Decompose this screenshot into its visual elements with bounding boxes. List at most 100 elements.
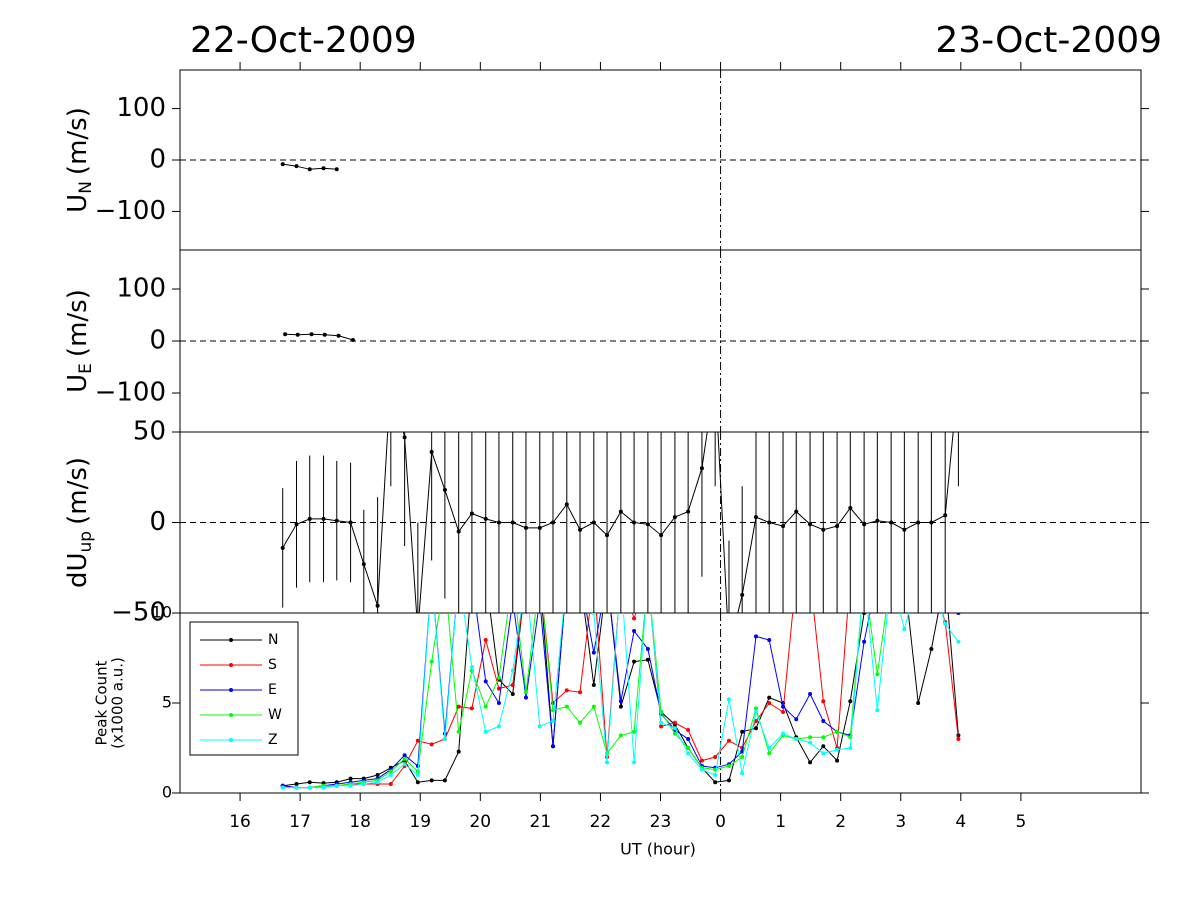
point <box>550 744 555 749</box>
x-tick-label: 4 <box>955 812 966 832</box>
x-tick-label: 20 <box>469 812 491 832</box>
point <box>550 520 555 525</box>
point <box>821 699 826 704</box>
y-tick-label: −50 <box>111 598 166 628</box>
point <box>645 657 650 662</box>
point <box>496 686 501 691</box>
point <box>402 756 407 761</box>
point <box>348 783 353 788</box>
point <box>821 527 826 532</box>
y-tick-label: 5 <box>162 693 172 712</box>
point <box>713 780 718 785</box>
point <box>956 737 961 741</box>
legend-marker <box>229 713 233 717</box>
point <box>889 520 894 525</box>
point <box>280 785 285 790</box>
point <box>334 783 339 788</box>
point <box>632 629 637 633</box>
legend-marker <box>229 663 233 667</box>
point <box>294 164 299 169</box>
plot-area <box>280 162 339 172</box>
y-axis-label: Peak Count <box>93 660 111 745</box>
point <box>781 731 786 736</box>
point <box>808 522 813 527</box>
point <box>388 769 393 774</box>
point <box>564 704 569 709</box>
point <box>794 509 799 514</box>
point <box>348 520 353 525</box>
point <box>442 778 447 783</box>
x-tick-label: 1 <box>775 812 786 832</box>
point <box>430 575 434 579</box>
plot-area <box>280 432 959 613</box>
point <box>835 747 840 752</box>
point <box>496 724 501 729</box>
y-tick-label: 0 <box>162 783 172 802</box>
point <box>875 708 880 713</box>
point <box>307 785 312 790</box>
point <box>510 692 515 696</box>
point <box>334 518 339 523</box>
point <box>321 785 326 790</box>
point <box>510 520 515 525</box>
point <box>442 487 447 492</box>
point <box>862 639 867 644</box>
point <box>618 699 623 704</box>
point <box>348 776 353 781</box>
point <box>902 627 907 632</box>
point <box>753 515 758 520</box>
point <box>808 740 813 745</box>
point <box>672 720 677 725</box>
y-tick-label: −100 <box>95 196 166 226</box>
point <box>469 706 474 711</box>
point <box>862 522 867 527</box>
point <box>361 562 366 567</box>
point <box>821 719 826 723</box>
point <box>753 710 758 714</box>
point <box>321 166 326 171</box>
y-label-sub: up <box>76 531 96 553</box>
point <box>618 733 623 738</box>
y-label-unit: (m/s) <box>63 289 93 357</box>
point <box>605 760 610 765</box>
point <box>781 710 786 714</box>
point <box>483 679 488 684</box>
point <box>483 704 488 709</box>
point <box>537 724 542 729</box>
point <box>334 167 339 172</box>
point <box>591 683 596 687</box>
y-tick-label: 100 <box>116 274 166 304</box>
y-label-unit: (m/s) <box>63 107 93 175</box>
point <box>456 749 461 754</box>
point <box>713 773 718 777</box>
point <box>767 520 772 525</box>
point <box>821 751 826 756</box>
point <box>726 764 731 768</box>
point <box>659 533 664 538</box>
point <box>753 706 758 711</box>
point <box>483 516 488 521</box>
point <box>916 520 921 525</box>
point <box>929 520 934 525</box>
point <box>767 701 772 705</box>
point <box>523 695 528 700</box>
x-tick-label: 23 <box>650 812 672 832</box>
point <box>902 527 907 532</box>
point <box>794 717 799 722</box>
point <box>848 699 853 704</box>
point <box>429 449 434 454</box>
point <box>956 613 961 615</box>
point <box>523 690 528 695</box>
point <box>591 520 596 525</box>
y-label-main: dU <box>63 552 93 588</box>
point <box>862 613 867 615</box>
point <box>672 731 677 736</box>
x-tick-label: 19 <box>409 812 431 832</box>
y-label-main: U <box>63 194 93 213</box>
point <box>510 683 515 687</box>
legend-label: N <box>268 632 278 648</box>
plot-area <box>280 575 961 790</box>
point <box>726 778 731 783</box>
x-tick-label: 21 <box>530 812 552 832</box>
point <box>767 638 772 642</box>
